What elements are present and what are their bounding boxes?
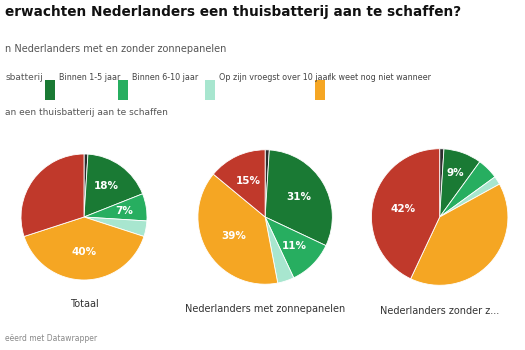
Text: Nederlanders zonder z...: Nederlanders zonder z...	[380, 306, 499, 316]
Text: Nederlanders met zonnepanelen: Nederlanders met zonnepanelen	[185, 304, 345, 314]
Wedge shape	[84, 194, 147, 221]
Wedge shape	[24, 217, 144, 280]
Text: Totaal: Totaal	[70, 299, 98, 309]
Wedge shape	[440, 149, 480, 217]
Text: 39%: 39%	[221, 231, 246, 241]
Wedge shape	[265, 217, 326, 278]
Wedge shape	[440, 162, 495, 217]
Wedge shape	[84, 217, 147, 237]
Wedge shape	[372, 149, 440, 279]
Wedge shape	[440, 177, 499, 217]
Text: Ik weet nog niet wanneer: Ik weet nog niet wanneer	[329, 74, 431, 83]
Text: 7%: 7%	[116, 205, 133, 216]
Wedge shape	[265, 217, 293, 283]
Text: erwachten Nederlanders een thuisbatterij aan te schaffen?: erwachten Nederlanders een thuisbatterij…	[5, 5, 461, 19]
Text: an een thuisbatterij aan te schaffen: an een thuisbatterij aan te schaffen	[5, 108, 168, 118]
Wedge shape	[265, 150, 269, 217]
Text: n Nederlanders met en zonder zonnepanelen: n Nederlanders met en zonder zonnepanele…	[5, 44, 227, 54]
Text: sbatterij: sbatterij	[5, 74, 43, 83]
Text: Binnen 1-5 jaar: Binnen 1-5 jaar	[59, 74, 120, 83]
Wedge shape	[439, 149, 444, 217]
Wedge shape	[213, 150, 265, 217]
Text: Binnen 6-10 jaar: Binnen 6-10 jaar	[132, 74, 198, 83]
Wedge shape	[265, 150, 332, 246]
Text: 11%: 11%	[282, 241, 307, 251]
Text: 31%: 31%	[286, 192, 311, 202]
Text: eëerd met Datawrapper: eëerd met Datawrapper	[5, 334, 97, 343]
Text: 9%: 9%	[447, 168, 464, 178]
Text: Op zijn vroegst over 10 jaar: Op zijn vroegst over 10 jaar	[219, 74, 331, 83]
Text: 18%: 18%	[94, 181, 119, 191]
Wedge shape	[21, 154, 84, 237]
Text: 40%: 40%	[71, 247, 97, 257]
Wedge shape	[411, 184, 508, 285]
Wedge shape	[84, 154, 143, 217]
Wedge shape	[198, 174, 278, 284]
Text: 42%: 42%	[391, 204, 416, 214]
Text: 15%: 15%	[235, 175, 260, 186]
Wedge shape	[84, 154, 88, 217]
